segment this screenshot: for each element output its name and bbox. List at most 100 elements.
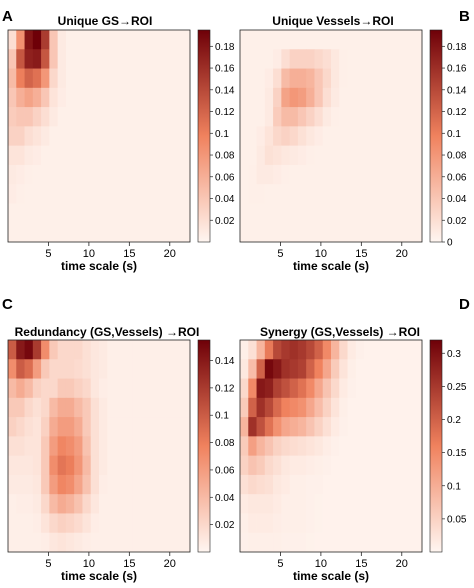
heatmap-cell [364, 397, 373, 418]
colorbar-tick-label: 0.2 [447, 415, 461, 426]
heatmap-cell [364, 126, 373, 147]
heatmap-cell [32, 87, 42, 108]
heatmap-cell [115, 203, 125, 224]
heatmap-cell [289, 455, 299, 476]
heatmap-cell [82, 203, 92, 224]
heatmap-cell [140, 107, 150, 127]
heatmap-cell [99, 378, 108, 399]
heatmap-cell [165, 49, 174, 69]
heatmap-cell [115, 494, 125, 514]
heatmap-cell [165, 145, 174, 166]
heatmap-cell [115, 359, 125, 379]
heatmap-d [240, 340, 423, 553]
heatmap-cell [8, 203, 17, 224]
colorbar-tick-label: 0.04 [215, 493, 235, 504]
colorbar-ticks-a: 0.02 0.04 0.06 0.08 0.1 0.12 0.14 0.16 0.18 [210, 42, 235, 227]
heatmap-cell [107, 494, 116, 514]
heatmap-cell [156, 532, 166, 553]
heatmap-cell [107, 513, 116, 534]
heatmap-cell [32, 107, 42, 127]
heatmap-cell [90, 417, 100, 437]
heatmap-cell [314, 145, 324, 166]
heatmap-cell [99, 49, 108, 69]
heatmap-cell [347, 222, 357, 243]
heatmap-cell [380, 474, 390, 495]
heatmap-cell [355, 107, 365, 127]
heatmap-cell [240, 184, 249, 204]
x-axis-label-c: time scale (s) [61, 569, 137, 583]
heatmap-cell [339, 513, 348, 534]
heatmap-cell [90, 340, 100, 360]
heatmap-cell [413, 68, 423, 89]
heatmap-cell [331, 184, 340, 204]
heatmap-cell [289, 145, 299, 166]
heatmap-cell [331, 30, 340, 50]
heatmap-cell [90, 49, 100, 69]
heatmap-cell [273, 359, 282, 379]
heatmap-cell [32, 30, 42, 50]
heatmap-cell [99, 145, 108, 166]
heatmap-cell [57, 164, 67, 185]
heatmap-cell [314, 455, 324, 476]
heatmap-cell [388, 359, 398, 379]
heatmap-cell [331, 397, 340, 418]
heatmap-cell [240, 107, 249, 127]
heatmap-cell [289, 107, 299, 127]
heatmap-cell [65, 107, 75, 127]
heatmap-cell [388, 513, 398, 534]
heatmap-cell [331, 49, 340, 69]
colorbar-tick-label: 0.1 [215, 411, 229, 422]
heatmap-cell [388, 417, 398, 437]
colorbar-tick-label: 0.02 [447, 216, 467, 227]
heatmap-cell [289, 436, 299, 457]
heatmap-cell [297, 436, 307, 457]
heatmap-cell [24, 164, 34, 185]
heatmap-cell [115, 436, 125, 457]
heatmap-cell [99, 184, 108, 204]
heatmap-cell [181, 455, 191, 476]
heatmap-cell [173, 455, 183, 476]
heatmap-cell [372, 68, 382, 89]
heatmap-cell [57, 126, 67, 147]
heatmap-cell [24, 49, 34, 69]
heatmap-cell [372, 184, 382, 204]
colorbar-tick-label: 0.1 [447, 481, 461, 492]
x-tick-label: 5 [277, 248, 283, 260]
heatmap-cell [90, 378, 100, 399]
heatmap-cell [165, 107, 174, 127]
heatmap-cell [99, 340, 108, 360]
heatmap-cell [16, 532, 25, 553]
heatmap-cell [256, 417, 266, 437]
heatmap-cell [355, 378, 365, 399]
heatmap-cell [165, 87, 174, 108]
heatmap-cell [388, 474, 398, 495]
heatmap-cell [115, 513, 125, 534]
heatmap-cell [413, 30, 423, 50]
heatmap-cell [123, 49, 133, 69]
heatmap-cell [57, 359, 67, 379]
heatmap-cell [99, 164, 108, 185]
heatmap-cell [281, 494, 291, 514]
heatmap-cell [16, 126, 25, 147]
heatmap-cell [24, 397, 34, 418]
heatmap-cell [165, 359, 174, 379]
heatmap-cell [16, 340, 25, 360]
heatmap-cell [132, 455, 141, 476]
heatmap-cell [16, 436, 25, 457]
heatmap-cell [314, 164, 324, 185]
heatmap-cell [74, 455, 83, 476]
heatmap-cell [115, 532, 125, 553]
heatmap-cell [173, 436, 183, 457]
heatmap-cell [322, 126, 332, 147]
heatmap-cell [240, 436, 249, 457]
heatmap-cell [413, 49, 423, 69]
heatmap-cell [74, 436, 83, 457]
x-tick-label: 5 [45, 248, 51, 260]
heatmap-cell [264, 164, 274, 185]
heatmap-cell [82, 107, 92, 127]
heatmap-cell [165, 397, 174, 418]
heatmap-cell [347, 532, 357, 553]
x-tick-label: 10 [83, 248, 95, 260]
heatmap-cell [355, 455, 365, 476]
heatmap-cell [156, 436, 166, 457]
